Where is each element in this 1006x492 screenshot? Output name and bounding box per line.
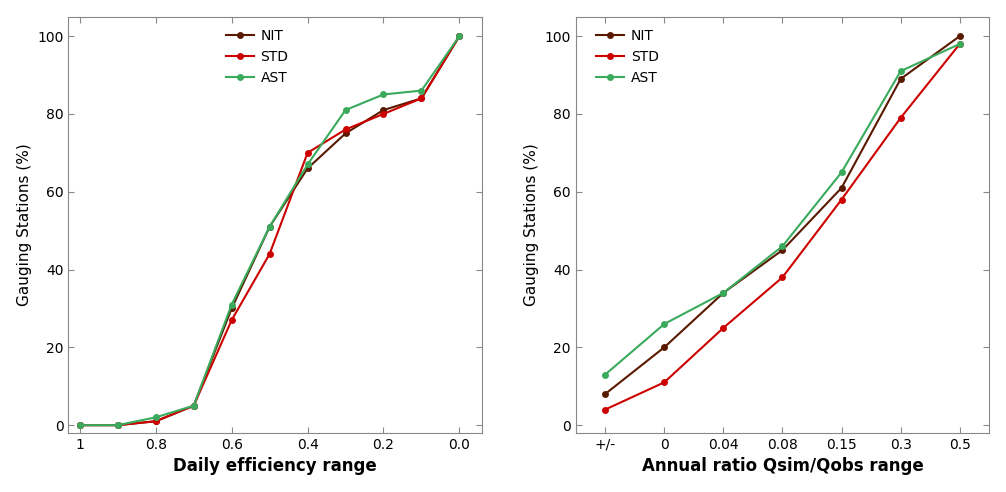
Y-axis label: Gauging Stations (%): Gauging Stations (%) [17,143,31,306]
X-axis label: Annual ratio Qsim/Qobs range: Annual ratio Qsim/Qobs range [642,458,924,475]
Legend: NIT, STD, AST: NIT, STD, AST [591,24,665,91]
Legend: NIT, STD, AST: NIT, STD, AST [220,24,294,91]
X-axis label: Daily efficiency range: Daily efficiency range [173,458,377,475]
Y-axis label: Gauging Stations (%): Gauging Stations (%) [524,143,539,306]
